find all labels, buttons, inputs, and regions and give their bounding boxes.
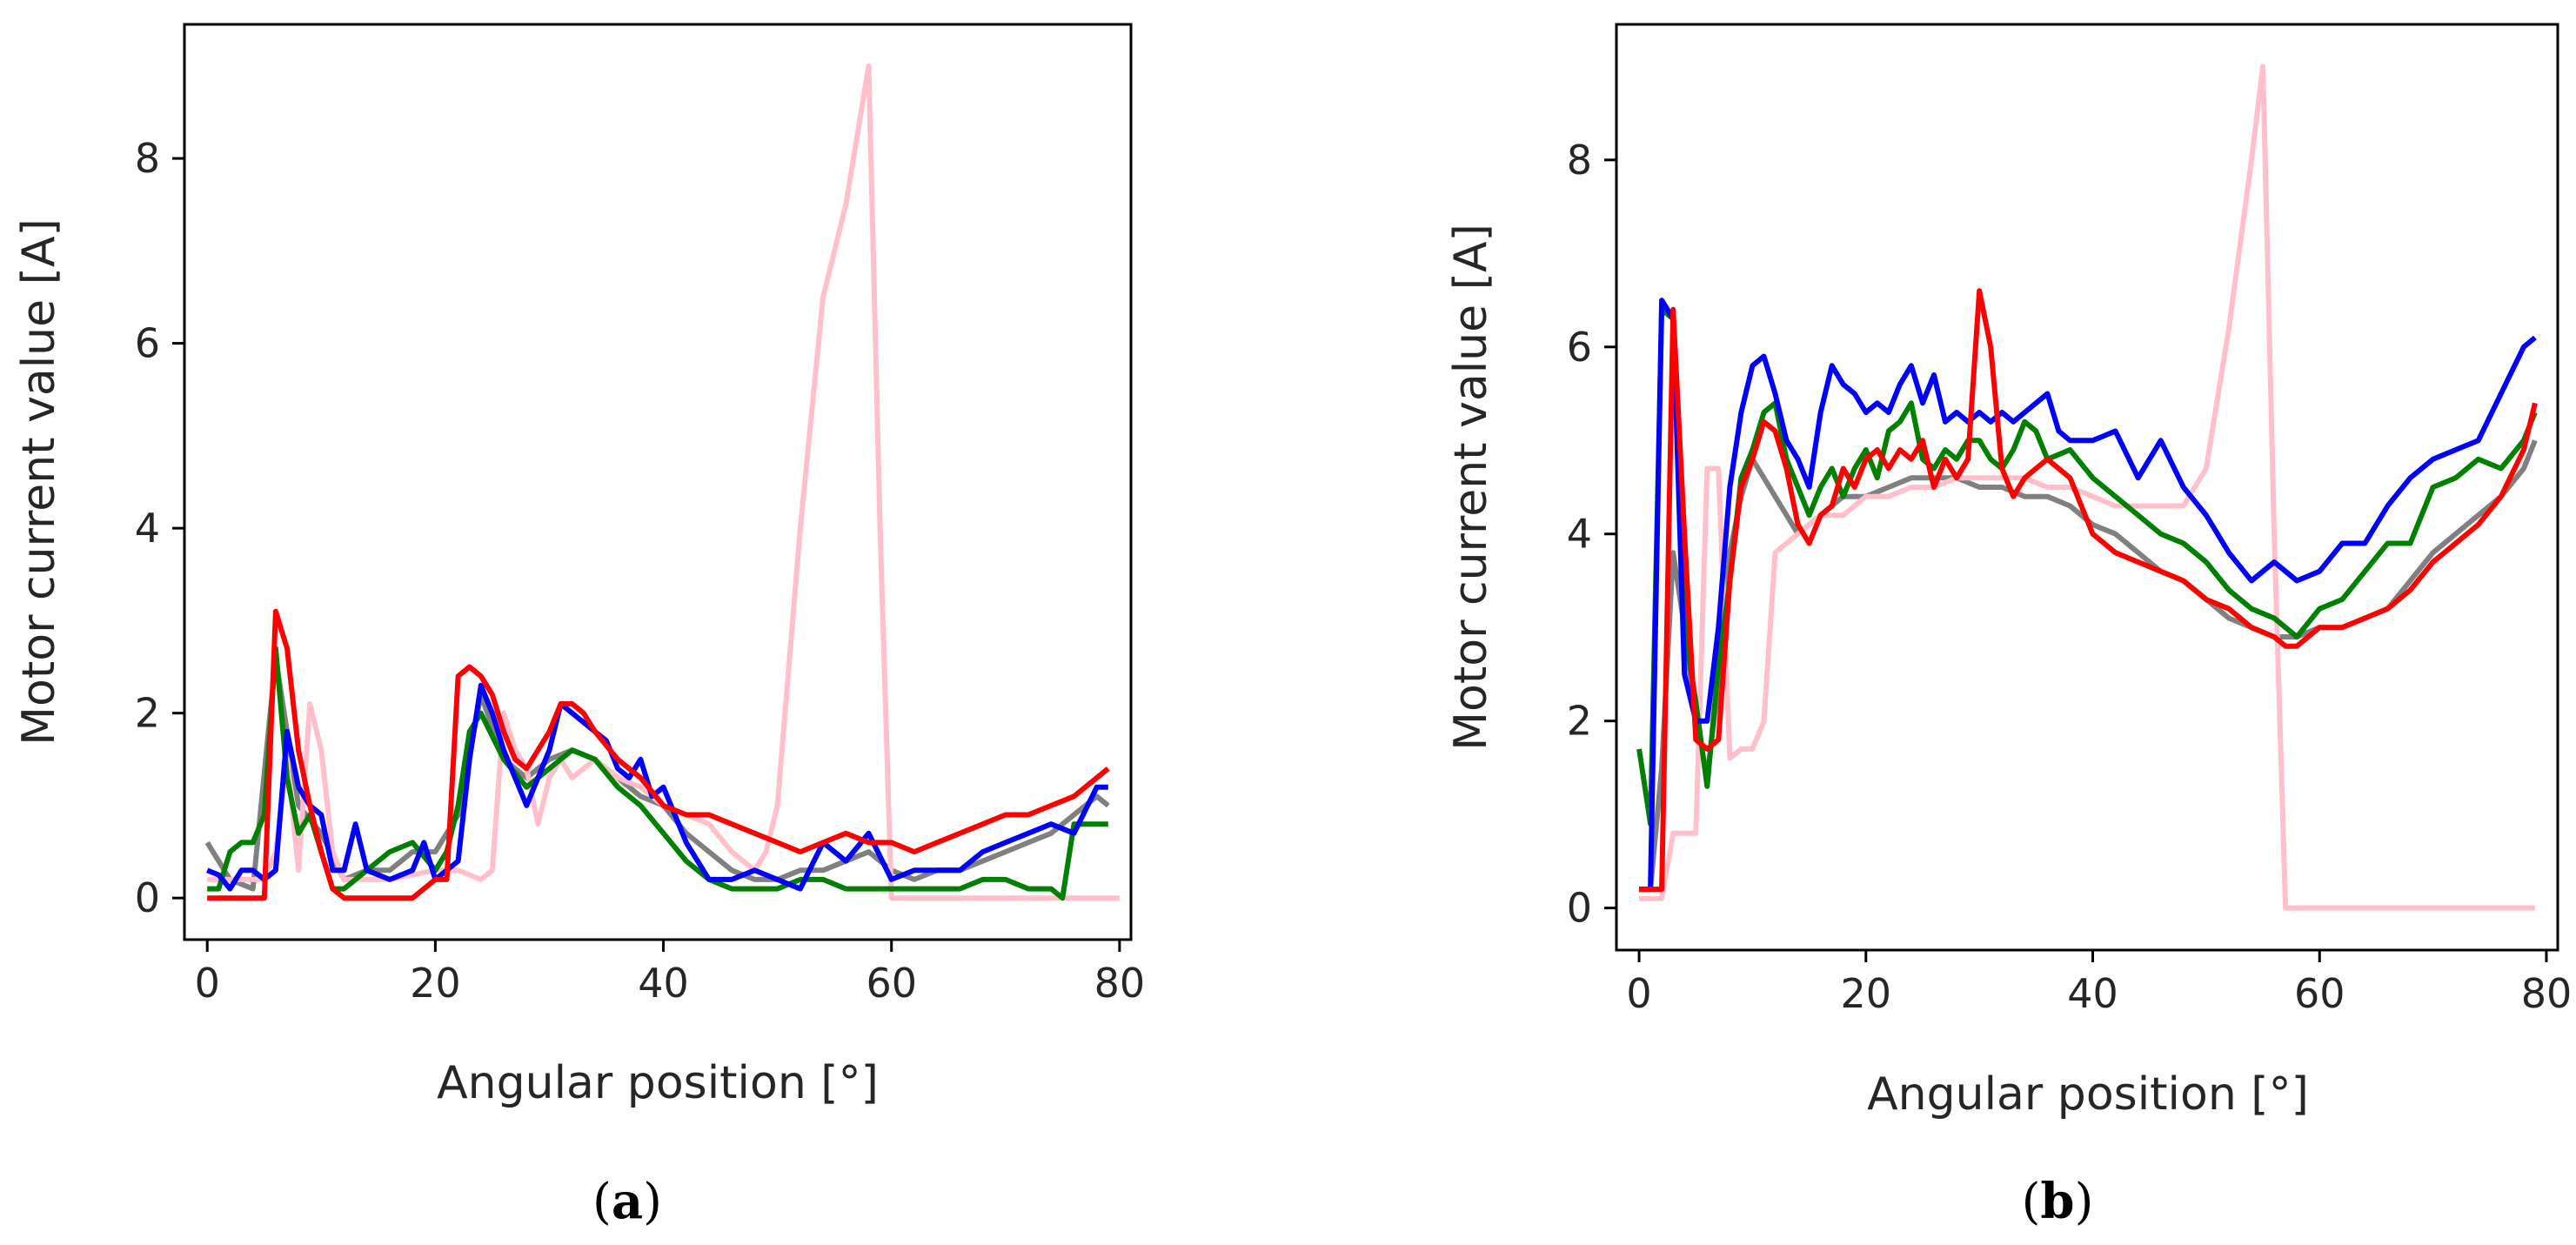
x-axis-label: Angular position [°] xyxy=(1867,1068,2309,1121)
y-tick-label: 2 xyxy=(135,690,160,737)
y-axis-label: Motor current value [A] xyxy=(13,218,65,746)
y-tick-label: 0 xyxy=(1567,885,1592,932)
series-line-red xyxy=(1639,288,2538,893)
caption-letter: b xyxy=(2040,1173,2074,1230)
plot-area-frame xyxy=(1615,23,2559,952)
y-tick-label: 8 xyxy=(135,135,160,182)
x-axis-ticks: 0 20 40 60 80 xyxy=(1626,950,2572,1017)
x-tick-label: 80 xyxy=(1094,960,1146,1007)
x-tick-label: 20 xyxy=(410,960,461,1007)
x-tick-label: 40 xyxy=(638,960,689,1007)
y-tick-label: 6 xyxy=(1567,324,1592,371)
x-axis-ticks: 0 20 40 60 80 xyxy=(195,940,1146,1007)
series-line-pink xyxy=(207,63,1120,901)
x-tick-label: 0 xyxy=(1626,970,1651,1017)
y-tick-label: 0 xyxy=(135,874,160,921)
series-line-green xyxy=(207,646,1108,901)
series-line-blue xyxy=(1639,298,2537,893)
x-tick-label: 60 xyxy=(866,960,917,1007)
y-tick-label: 4 xyxy=(135,505,160,552)
panel-b: 0 20 40 60 80 0 2 4 6 8 Angular position [°] Mot… xyxy=(1445,23,2572,1230)
y-axis-label: Motor current value [A] xyxy=(1445,224,1497,751)
y-axis-ticks: 0 2 4 6 8 xyxy=(1567,137,1616,932)
x-tick-label: 60 xyxy=(2294,970,2345,1017)
x-tick-label: 40 xyxy=(2067,970,2118,1017)
y-tick-label: 4 xyxy=(1567,511,1592,558)
panel-a: 0 20 40 60 80 0 2 4 6 8 Angular position [°] Mot… xyxy=(13,23,1146,1230)
panel-caption: (a) xyxy=(592,1173,662,1230)
y-axis-ticks: 0 2 4 6 8 xyxy=(135,135,184,921)
series-layer xyxy=(204,63,1120,901)
x-tick-label: 20 xyxy=(1841,970,1892,1017)
y-tick-label: 8 xyxy=(1567,137,1592,184)
panel-caption: (b) xyxy=(2022,1173,2094,1230)
y-tick-label: 6 xyxy=(135,320,160,367)
series-layer xyxy=(1636,64,2538,911)
series-line-red xyxy=(207,608,1110,901)
y-tick-label: 2 xyxy=(1567,698,1592,745)
x-tick-label: 0 xyxy=(195,960,220,1007)
plot-area-frame xyxy=(183,23,1133,941)
x-axis-label: Angular position [°] xyxy=(437,1057,879,1109)
series-line-pink xyxy=(1639,64,2535,911)
x-tick-label: 80 xyxy=(2521,970,2573,1017)
caption-letter: a xyxy=(612,1173,643,1230)
